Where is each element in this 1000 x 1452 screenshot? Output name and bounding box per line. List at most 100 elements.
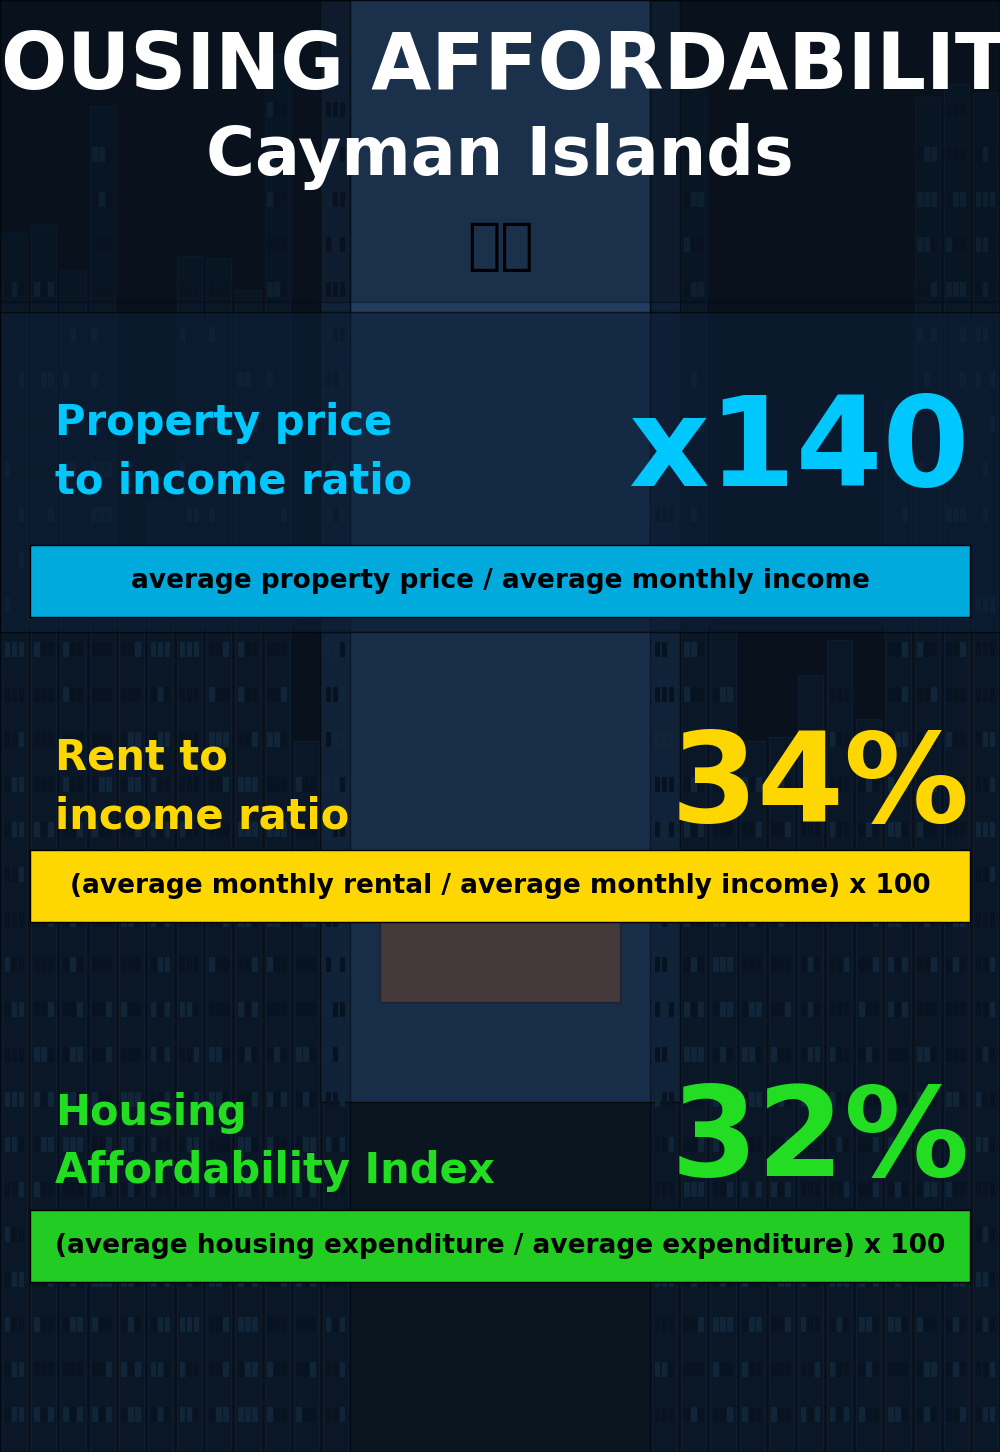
Text: HOUSING AFFORDABILITY: HOUSING AFFORDABILITY [0, 29, 1000, 105]
FancyBboxPatch shape [63, 507, 69, 523]
FancyBboxPatch shape [238, 1137, 244, 1151]
FancyBboxPatch shape [19, 282, 24, 298]
FancyBboxPatch shape [70, 732, 76, 746]
FancyBboxPatch shape [245, 642, 251, 656]
FancyBboxPatch shape [990, 1092, 995, 1106]
FancyBboxPatch shape [801, 1182, 806, 1196]
FancyBboxPatch shape [326, 147, 331, 163]
FancyBboxPatch shape [340, 597, 345, 611]
FancyBboxPatch shape [946, 192, 952, 208]
FancyBboxPatch shape [187, 507, 192, 523]
FancyBboxPatch shape [194, 597, 199, 611]
FancyBboxPatch shape [187, 642, 192, 656]
FancyBboxPatch shape [749, 1362, 755, 1376]
FancyBboxPatch shape [953, 327, 959, 343]
FancyBboxPatch shape [34, 327, 40, 343]
FancyBboxPatch shape [924, 1092, 930, 1106]
Text: 32%: 32% [671, 1082, 970, 1202]
FancyBboxPatch shape [681, 90, 706, 1452]
FancyBboxPatch shape [180, 417, 185, 433]
FancyBboxPatch shape [340, 1407, 345, 1422]
FancyBboxPatch shape [326, 507, 331, 523]
FancyBboxPatch shape [77, 732, 83, 746]
FancyBboxPatch shape [990, 417, 995, 433]
FancyBboxPatch shape [669, 1272, 674, 1286]
FancyBboxPatch shape [720, 822, 726, 836]
FancyBboxPatch shape [801, 1227, 806, 1241]
FancyBboxPatch shape [888, 552, 894, 566]
FancyBboxPatch shape [713, 1407, 719, 1422]
FancyBboxPatch shape [106, 777, 112, 791]
FancyBboxPatch shape [267, 102, 273, 118]
FancyBboxPatch shape [223, 912, 229, 926]
FancyBboxPatch shape [931, 1407, 937, 1422]
FancyBboxPatch shape [151, 1317, 156, 1331]
FancyBboxPatch shape [267, 552, 273, 566]
FancyBboxPatch shape [0, 312, 1000, 632]
FancyBboxPatch shape [698, 1407, 704, 1422]
FancyBboxPatch shape [34, 507, 40, 523]
FancyBboxPatch shape [662, 552, 667, 566]
FancyBboxPatch shape [340, 822, 345, 836]
FancyBboxPatch shape [960, 417, 966, 433]
FancyBboxPatch shape [48, 552, 54, 566]
FancyBboxPatch shape [684, 822, 690, 836]
FancyBboxPatch shape [245, 822, 251, 836]
FancyBboxPatch shape [48, 1407, 54, 1422]
FancyBboxPatch shape [720, 912, 726, 926]
FancyBboxPatch shape [801, 867, 806, 881]
FancyBboxPatch shape [727, 1272, 733, 1286]
FancyBboxPatch shape [684, 867, 690, 881]
FancyBboxPatch shape [77, 1362, 83, 1376]
FancyBboxPatch shape [281, 1182, 287, 1196]
FancyBboxPatch shape [662, 1137, 667, 1151]
FancyBboxPatch shape [990, 732, 995, 746]
FancyBboxPatch shape [713, 1272, 719, 1286]
FancyBboxPatch shape [684, 777, 690, 791]
FancyBboxPatch shape [194, 867, 199, 881]
FancyBboxPatch shape [165, 1407, 170, 1422]
FancyBboxPatch shape [209, 1407, 215, 1422]
FancyBboxPatch shape [187, 1047, 192, 1061]
FancyBboxPatch shape [180, 957, 185, 971]
FancyBboxPatch shape [5, 777, 10, 791]
FancyBboxPatch shape [727, 687, 733, 701]
FancyBboxPatch shape [749, 1317, 755, 1331]
FancyBboxPatch shape [5, 372, 10, 388]
FancyBboxPatch shape [281, 462, 287, 478]
FancyBboxPatch shape [252, 777, 258, 791]
FancyBboxPatch shape [698, 687, 704, 701]
FancyBboxPatch shape [684, 1227, 690, 1241]
FancyBboxPatch shape [340, 147, 345, 163]
FancyBboxPatch shape [684, 1182, 690, 1196]
FancyBboxPatch shape [252, 1272, 258, 1286]
FancyBboxPatch shape [12, 372, 17, 388]
FancyBboxPatch shape [888, 1317, 894, 1331]
FancyBboxPatch shape [48, 1047, 54, 1061]
FancyBboxPatch shape [135, 1272, 141, 1286]
FancyBboxPatch shape [333, 417, 338, 433]
FancyBboxPatch shape [771, 1272, 777, 1286]
FancyBboxPatch shape [106, 372, 112, 388]
FancyBboxPatch shape [973, 93, 998, 1452]
FancyBboxPatch shape [785, 1092, 791, 1106]
FancyBboxPatch shape [77, 1182, 83, 1196]
FancyBboxPatch shape [859, 1002, 865, 1016]
FancyBboxPatch shape [888, 1092, 894, 1106]
FancyBboxPatch shape [216, 552, 222, 566]
FancyBboxPatch shape [953, 282, 959, 298]
FancyBboxPatch shape [888, 417, 894, 433]
FancyBboxPatch shape [128, 1137, 134, 1151]
FancyBboxPatch shape [873, 957, 879, 971]
FancyBboxPatch shape [662, 1407, 667, 1422]
FancyBboxPatch shape [924, 1137, 930, 1151]
FancyBboxPatch shape [209, 372, 215, 388]
FancyBboxPatch shape [5, 1137, 10, 1151]
FancyBboxPatch shape [41, 867, 47, 881]
FancyBboxPatch shape [946, 777, 952, 791]
FancyBboxPatch shape [245, 552, 251, 566]
FancyBboxPatch shape [19, 372, 24, 388]
FancyBboxPatch shape [245, 507, 251, 523]
FancyBboxPatch shape [698, 777, 704, 791]
FancyBboxPatch shape [48, 957, 54, 971]
